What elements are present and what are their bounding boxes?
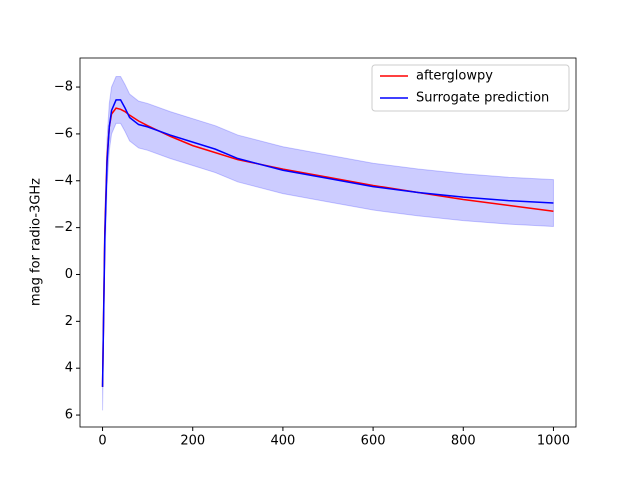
y-tick-label: −4 [54,173,73,188]
x-tick-label: 200 [180,434,205,449]
y-tick-label: −6 [54,126,73,141]
y-tick-label: −2 [54,220,73,235]
x-tick-label: 600 [361,434,386,449]
x-tick-label: 400 [270,434,295,449]
x-tick-label: 0 [98,434,106,449]
x-tick-label: 1000 [537,434,570,449]
legend-label: afterglowpy [416,69,493,84]
line [101,99,554,387]
legend: afterglowpy Surrogate prediction [371,64,570,112]
y-tick-label: 0 [65,267,73,282]
y-axis-label: mag for radio-3GHz [29,178,44,306]
y-tick-label: 6 [65,408,73,423]
confidence-band [102,76,554,411]
plot-frame [79,57,577,428]
y-tick-label: −8 [54,80,73,95]
legend-label: Surrogate prediction [416,91,549,106]
x-tick-label: 800 [451,434,476,449]
y-tick-label: 4 [65,361,73,376]
legend-box [371,64,570,112]
y-tick-label: 2 [65,314,73,329]
